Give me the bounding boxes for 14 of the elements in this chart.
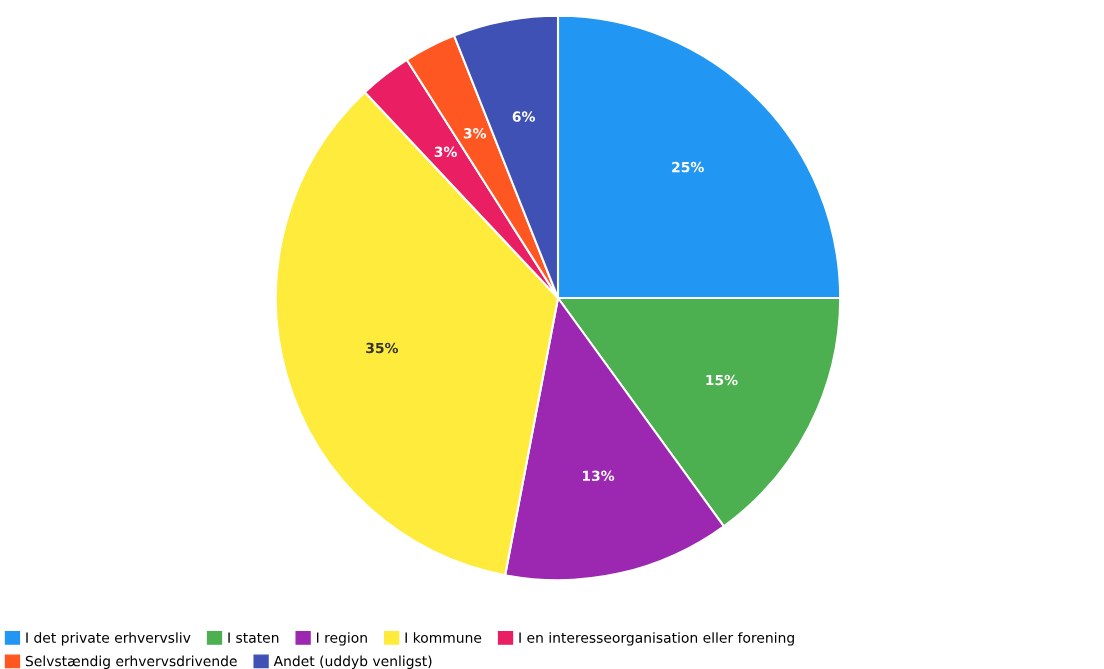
data-label: 3% (463, 128, 487, 139)
legend-label: I staten (228, 632, 279, 643)
data-label: 35% (366, 342, 399, 354)
legend-label: Selvstændig erhvervsdrivende (25, 655, 237, 669)
legend-label: Andet (uddyb venligst) (273, 655, 432, 669)
data-label: 25% (672, 161, 704, 173)
legend-label: I en interesseorganisation eller forening (519, 632, 794, 646)
legend-label: I kommune (405, 632, 482, 643)
data-label: 15% (706, 374, 738, 386)
legend-label: I region (316, 632, 367, 646)
legend-label: I det private erhvervsliv (26, 632, 191, 646)
data-label: 3% (434, 146, 457, 158)
data-label: 13% (582, 470, 615, 482)
data-label: 6% (512, 111, 535, 122)
